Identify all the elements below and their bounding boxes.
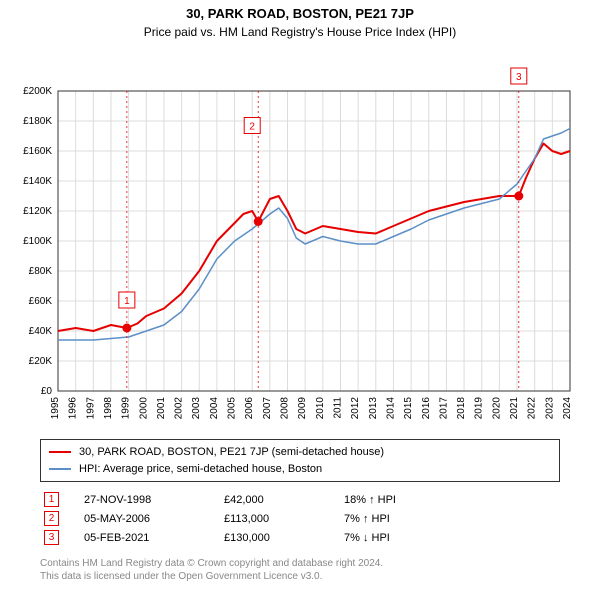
chart-titles: 30, PARK ROAD, BOSTON, PE21 7JP Price pa… xyxy=(0,0,600,39)
x-tick-label: 2014 xyxy=(385,397,396,420)
legend-swatch xyxy=(49,468,71,470)
x-tick-label: 2017 xyxy=(438,397,449,420)
event-table: 1 27-NOV-1998£42,00018% ↑ HPI 2 05-MAY-2006… xyxy=(40,490,560,547)
event-number: 1 xyxy=(124,296,130,307)
x-tick-label: 1998 xyxy=(103,397,114,420)
y-tick-label: £120K xyxy=(23,206,52,217)
x-tick-label: 2008 xyxy=(280,397,291,420)
event-delta: 18% ↑ HPI xyxy=(340,490,560,509)
x-tick-label: 2001 xyxy=(156,397,167,420)
y-tick-label: £180K xyxy=(23,116,52,127)
x-tick-label: 2022 xyxy=(527,397,538,420)
x-tick-label: 2009 xyxy=(297,397,308,420)
x-tick-label: 2020 xyxy=(491,397,502,420)
event-date: 27-NOV-1998 xyxy=(80,490,220,509)
event-date: 05-MAY-2006 xyxy=(80,509,220,528)
y-tick-label: £100K xyxy=(23,236,52,247)
legend-item: 30, PARK ROAD, BOSTON, PE21 7JP (semi-de… xyxy=(49,444,551,461)
x-tick-label: 2018 xyxy=(456,397,467,420)
event-dot xyxy=(122,324,131,333)
x-tick-label: 2023 xyxy=(544,397,555,420)
x-tick-label: 2004 xyxy=(209,397,220,420)
event-index-box: 1 xyxy=(44,492,59,507)
x-tick-label: 2007 xyxy=(262,397,273,420)
attribution-line2: This data is licensed under the Open Gov… xyxy=(40,570,560,583)
x-tick-label: 2002 xyxy=(174,397,185,420)
y-tick-label: £0 xyxy=(41,386,53,397)
event-price: £113,000 xyxy=(220,509,340,528)
x-tick-label: 1997 xyxy=(85,397,96,420)
x-tick-label: 2016 xyxy=(421,397,432,420)
y-tick-label: £140K xyxy=(23,176,52,187)
x-tick-label: 2024 xyxy=(562,397,573,420)
chart-subtitle: Price paid vs. HM Land Registry's House … xyxy=(0,25,600,39)
event-row: 3 05-FEB-2021£130,0007% ↓ HPI xyxy=(40,528,560,547)
event-dot xyxy=(254,217,263,226)
event-number: 3 xyxy=(516,72,522,83)
chart-title: 30, PARK ROAD, BOSTON, PE21 7JP xyxy=(0,6,600,21)
x-tick-label: 2019 xyxy=(474,397,485,420)
event-row: 2 05-MAY-2006£113,0007% ↑ HPI xyxy=(40,509,560,528)
event-date: 05-FEB-2021 xyxy=(80,528,220,547)
y-tick-label: £40K xyxy=(29,326,53,337)
legend-label: HPI: Average price, semi-detached house,… xyxy=(79,461,322,478)
attribution-line1: Contains HM Land Registry data © Crown c… xyxy=(40,557,560,570)
attribution-text: Contains HM Land Registry data © Crown c… xyxy=(40,557,560,583)
y-tick-label: £60K xyxy=(29,296,53,307)
x-tick-label: 2013 xyxy=(368,397,379,420)
y-tick-label: £80K xyxy=(29,266,53,277)
event-price: £130,000 xyxy=(220,528,340,547)
legend-item: HPI: Average price, semi-detached house,… xyxy=(49,461,551,478)
event-index-box: 3 xyxy=(44,530,59,545)
event-index-box: 2 xyxy=(44,511,59,526)
event-price: £42,000 xyxy=(220,490,340,509)
x-tick-label: 2000 xyxy=(138,397,149,420)
x-tick-label: 1996 xyxy=(68,397,79,420)
y-tick-label: £20K xyxy=(29,356,53,367)
x-tick-label: 2021 xyxy=(509,397,520,420)
legend-label: 30, PARK ROAD, BOSTON, PE21 7JP (semi-de… xyxy=(79,444,384,461)
y-tick-label: £160K xyxy=(23,146,52,157)
x-tick-label: 2006 xyxy=(244,397,255,420)
y-tick-label: £200K xyxy=(23,86,52,97)
event-delta: 7% ↓ HPI xyxy=(340,528,560,547)
x-tick-label: 2015 xyxy=(403,397,414,420)
x-tick-label: 1999 xyxy=(121,397,132,420)
x-tick-label: 2012 xyxy=(350,397,361,420)
event-delta: 7% ↑ HPI xyxy=(340,509,560,528)
event-number: 2 xyxy=(249,122,255,133)
legend-swatch xyxy=(49,451,71,453)
x-tick-label: 1995 xyxy=(50,397,61,420)
x-tick-label: 2005 xyxy=(227,397,238,420)
x-tick-label: 2010 xyxy=(315,397,326,420)
x-tick-label: 2011 xyxy=(332,397,343,419)
event-row: 1 27-NOV-1998£42,00018% ↑ HPI xyxy=(40,490,560,509)
event-dot xyxy=(514,192,523,201)
chart-legend: 30, PARK ROAD, BOSTON, PE21 7JP (semi-de… xyxy=(40,439,560,482)
x-tick-label: 2003 xyxy=(191,397,202,420)
chart-area: £0 £20K £40K £60K £80K £100K £120K £140K £160K £1… xyxy=(0,39,600,431)
line-chart-svg: £0 £20K £40K £60K £80K £100K £120K £140K £160K £1… xyxy=(0,39,600,431)
